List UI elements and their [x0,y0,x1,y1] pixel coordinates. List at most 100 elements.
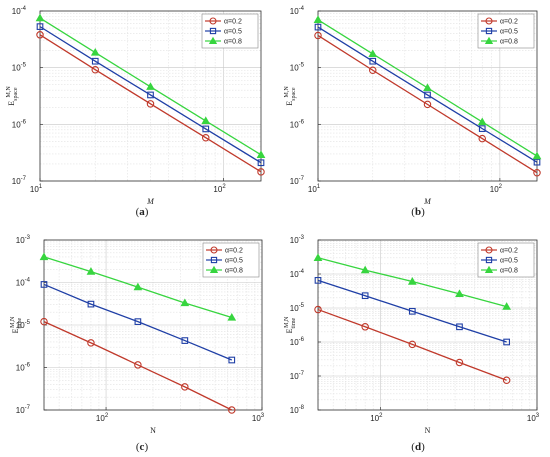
x-tick-label: 102 [213,184,226,194]
caption-letter: d [415,441,421,453]
y-tick-exp: -7 [299,371,305,377]
caption-close: ) [145,206,149,218]
series-triangle [39,252,237,321]
x-tick-exp: 2 [379,413,383,419]
data-point [408,307,416,315]
y-axis-label: EtimeM,N [10,316,23,333]
y-tick-label: 10-3 [290,235,305,245]
y-tick-label: 10-4 [16,278,31,288]
data-point [423,83,432,92]
y-tick-exp: -3 [25,235,31,241]
x-tick-base: 10 [490,185,499,194]
data-point [369,57,377,65]
y-tick-base: 10 [290,236,299,245]
x-tick-base: 10 [213,185,222,194]
data-point [455,358,464,367]
data-point [147,91,154,99]
axes-box [317,239,538,411]
data-point [181,383,189,391]
y-tick-base: 10 [290,177,299,186]
series-triangle [35,13,266,158]
y-tick-label: 10-8 [290,405,305,415]
data-point [87,300,95,308]
y-tick-exp: -4 [299,269,305,275]
data-point [407,277,417,285]
y-axis-label: EtimeM,N [284,316,297,333]
y-tick-label: 10-7 [16,405,31,415]
y-tick-base: 10 [290,338,299,347]
panel-d: 102 10310-810-710-610-510-410-3NEtimeM,Nα… [284,235,540,453]
data-point [210,256,218,264]
legend-label: α=0.5 [225,258,243,265]
series-circle [40,317,236,414]
y-tick-base: 10 [290,270,299,279]
x-axis-label: M [146,197,155,206]
y-tick-exp: -8 [299,405,305,411]
y-tick-label: 10-5 [290,63,305,73]
legend: α=0.2 α=0.5 α=0.8 [201,13,259,49]
data-point [39,252,49,261]
y-tick-base: 10 [290,304,299,313]
legend: α=0.2 α=0.5 α=0.8 [477,13,535,49]
series-triangle [313,253,512,310]
y-tick-label: 10-5 [16,320,31,330]
series-line [39,34,262,173]
y-tick-label: 10-4 [290,269,305,279]
data-point [533,158,541,166]
data-point [256,150,266,158]
y-tick-base: 10 [16,321,25,330]
data-point [314,23,322,31]
caption-open: ( [411,206,415,218]
data-point [478,125,486,132]
data-point [90,48,100,56]
y-tick-base: 10 [16,406,25,415]
x-tick-label: 101 [30,184,43,194]
x-tick-label: 103 [527,413,540,423]
y-label-main: E [285,101,294,106]
caption-letter: a [139,206,145,218]
data-point [502,302,512,310]
y-label-sup: M,N [10,316,16,328]
y-tick-base: 10 [290,372,299,381]
data-point [228,356,236,364]
data-point [146,82,155,90]
data-point [181,337,189,344]
y-tick-label: 10-4 [12,6,27,16]
data-point [209,27,217,35]
data-point [40,317,48,326]
panel-c: 102 10310-710-610-510-410-3NEtimeM,Nα=0.2… [10,235,265,453]
data-point [180,298,190,307]
caption-open: ( [136,206,140,218]
y-tick-label: 10-4 [290,6,305,16]
caption-close: ) [421,206,425,218]
y-tick-base: 10 [290,64,299,73]
legend-label: α=0.2 [224,19,242,26]
data-point [485,27,493,35]
data-point [361,292,369,300]
caption-letter: c [140,441,145,453]
x-tick-exp: 3 [536,413,540,419]
x-tick-base: 10 [370,414,379,423]
data-point [484,36,494,44]
data-point [532,151,542,160]
y-tick-exp: -6 [21,119,27,125]
y-tick-exp: -5 [21,63,27,69]
x-tick-exp: 1 [317,184,321,190]
y-tick-base: 10 [290,7,299,16]
data-point [503,338,510,346]
caption-letter: b [415,206,421,218]
data-point [91,57,99,65]
caption-open: ( [136,441,140,453]
y-label-sub: time [291,317,297,328]
series-square [36,23,265,167]
y-label-main: E [285,328,294,333]
data-point [227,313,237,321]
y-tick-label: 10-7 [290,371,305,381]
data-point [533,168,541,177]
legend-label: α=0.5 [500,29,518,36]
y-label-sup: M,N [284,86,290,98]
y-label-sup: M,N [284,316,290,328]
y-tick-base: 10 [16,364,25,373]
y-tick-base: 10 [16,236,25,245]
